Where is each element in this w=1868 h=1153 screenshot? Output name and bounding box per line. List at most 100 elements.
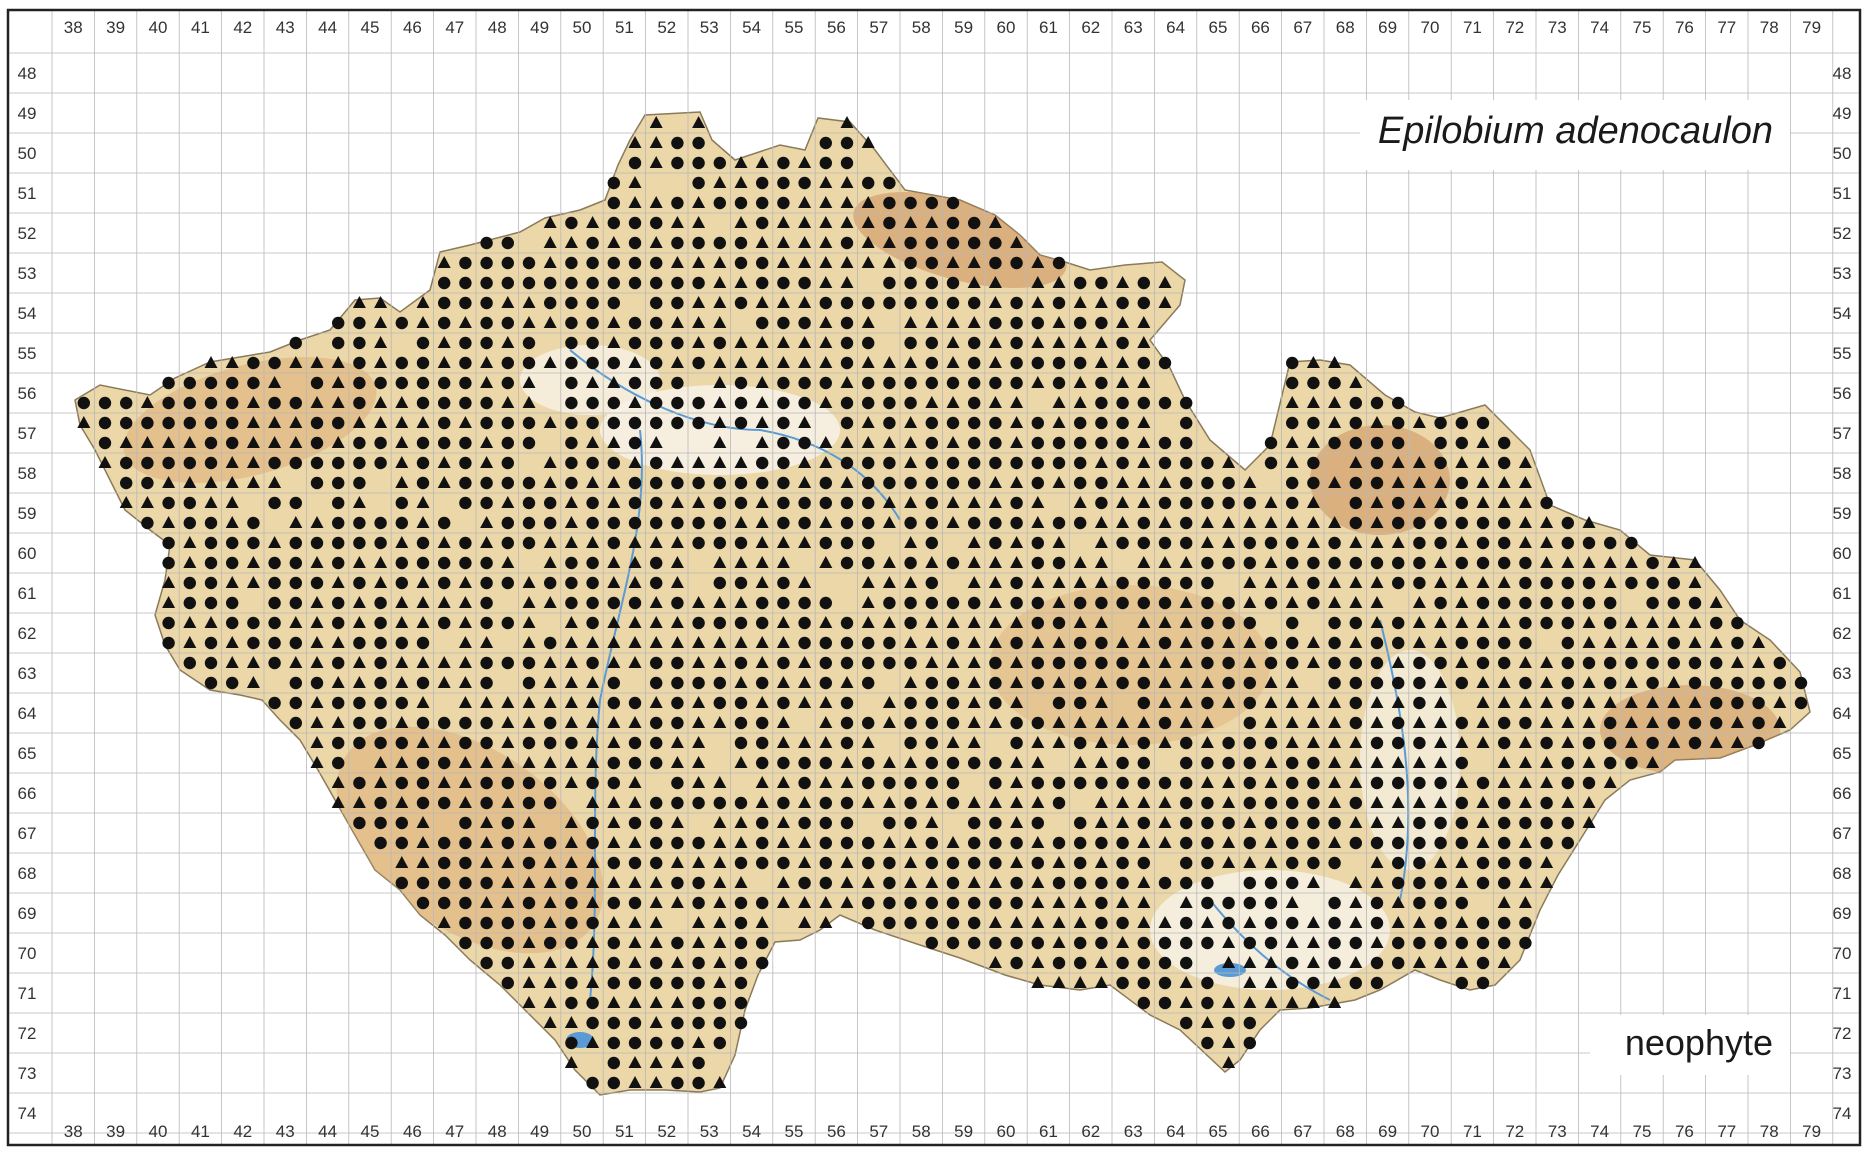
occurrence-dot [904, 816, 917, 830]
occurrence-dot [1180, 756, 1193, 770]
occurrence-dot [1646, 736, 1659, 750]
occurrence-triangle [1137, 436, 1151, 448]
occurrence-dot [1116, 296, 1129, 310]
occurrence-dot [1031, 556, 1045, 570]
occurrence-dot [946, 636, 960, 650]
occurrence-dot [480, 736, 493, 750]
occurrence-dot [1392, 576, 1405, 590]
occurrence-triangle [1434, 696, 1448, 708]
occurrence-dot [310, 676, 324, 690]
occurrence-dot [1286, 636, 1299, 650]
occurrence-triangle [1349, 636, 1363, 648]
occurrence-dot [374, 696, 387, 710]
column-label-bottom: 77 [1717, 1122, 1736, 1141]
occurrence-dot [862, 556, 875, 570]
occurrence-dot [416, 876, 430, 890]
occurrence-dot [1222, 616, 1235, 630]
occurrence-triangle [649, 156, 663, 168]
occurrence-dot [374, 516, 387, 530]
occurrence-dot [1519, 716, 1532, 730]
occurrence-triangle [310, 636, 324, 648]
occurrence-dot [459, 556, 472, 570]
occurrence-triangle [1243, 516, 1257, 528]
occurrence-dot [819, 376, 832, 390]
occurrence-dot [416, 636, 430, 650]
occurrence-dot [586, 996, 599, 1010]
occurrence-dot [628, 696, 642, 710]
occurrence-dot [756, 756, 769, 770]
occurrence-dot [1307, 376, 1320, 390]
column-label-bottom: 76 [1675, 1122, 1694, 1141]
occurrence-triangle [374, 576, 388, 588]
occurrence-dot [1180, 416, 1193, 430]
occurrence-triangle [713, 836, 727, 848]
occurrence-dot [416, 536, 430, 550]
occurrence-dot [565, 316, 578, 330]
occurrence-dot [925, 836, 938, 850]
occurrence-dot [904, 716, 917, 730]
occurrence-triangle [1434, 736, 1448, 748]
occurrence-dot [1286, 416, 1299, 430]
occurrence-dot [1476, 556, 1490, 570]
occurrence-triangle [649, 1076, 663, 1088]
occurrence-dot [946, 296, 960, 310]
occurrence-triangle [586, 716, 600, 728]
occurrence-triangle [1582, 796, 1596, 808]
column-label-bottom: 79 [1802, 1122, 1821, 1141]
occurrence-triangle [925, 876, 939, 888]
occurrence-dot [480, 776, 493, 790]
occurrence-triangle [819, 236, 833, 248]
occurrence-dot [247, 616, 260, 630]
occurrence-dot [480, 716, 493, 730]
occurrence-triangle [607, 576, 621, 588]
occurrence-triangle [1010, 856, 1024, 868]
occurrence-dot [1180, 436, 1193, 450]
occurrence-dot [840, 656, 854, 670]
occurrence-dot [586, 516, 599, 530]
occurrence-triangle [734, 176, 748, 188]
occurrence-dot [1328, 856, 1341, 870]
occurrence-triangle [1094, 456, 1108, 468]
occurrence-dot [883, 596, 896, 610]
occurrence-dot [289, 636, 302, 650]
occurrence-dot [1392, 676, 1405, 690]
row-label-left: 73 [18, 1064, 37, 1083]
occurrence-dot [353, 696, 366, 710]
occurrence-dot [713, 516, 726, 530]
occurrence-triangle [395, 656, 409, 668]
column-label-bottom: 57 [869, 1122, 888, 1141]
occurrence-dot [862, 176, 875, 190]
occurrence-triangle [882, 756, 896, 768]
occurrence-dot [1476, 776, 1490, 790]
occurrence-dot [586, 276, 599, 290]
occurrence-triangle [776, 556, 790, 568]
occurrence-dot [353, 716, 366, 730]
occurrence-dot [1074, 876, 1087, 890]
occurrence-triangle [692, 716, 706, 728]
occurrence-triangle [1328, 796, 1342, 808]
occurrence-dot [1370, 396, 1384, 410]
occurrence-triangle [1667, 556, 1681, 568]
occurrence-dot [692, 876, 705, 890]
occurrence-triangle [1116, 476, 1130, 488]
occurrence-triangle [861, 576, 875, 588]
occurrence-dot [1392, 516, 1405, 530]
occurrence-triangle [1031, 896, 1045, 908]
occurrence-triangle [543, 476, 557, 488]
occurrence-triangle [713, 556, 727, 568]
occurrence-dot [374, 816, 387, 830]
occurrence-dot [1370, 976, 1384, 990]
occurrence-dot [713, 496, 726, 510]
occurrence-triangle [331, 636, 345, 648]
occurrence-dot [353, 536, 366, 550]
column-label-top: 49 [530, 18, 549, 37]
occurrence-triangle [374, 296, 388, 308]
occurrence-triangle [755, 656, 769, 668]
occurrence-triangle [734, 276, 748, 288]
occurrence-dot [247, 376, 260, 390]
row-label-right: 48 [1833, 64, 1852, 83]
occurrence-triangle [437, 776, 451, 788]
occurrence-dot [289, 716, 302, 730]
occurrence-dot [819, 636, 832, 650]
